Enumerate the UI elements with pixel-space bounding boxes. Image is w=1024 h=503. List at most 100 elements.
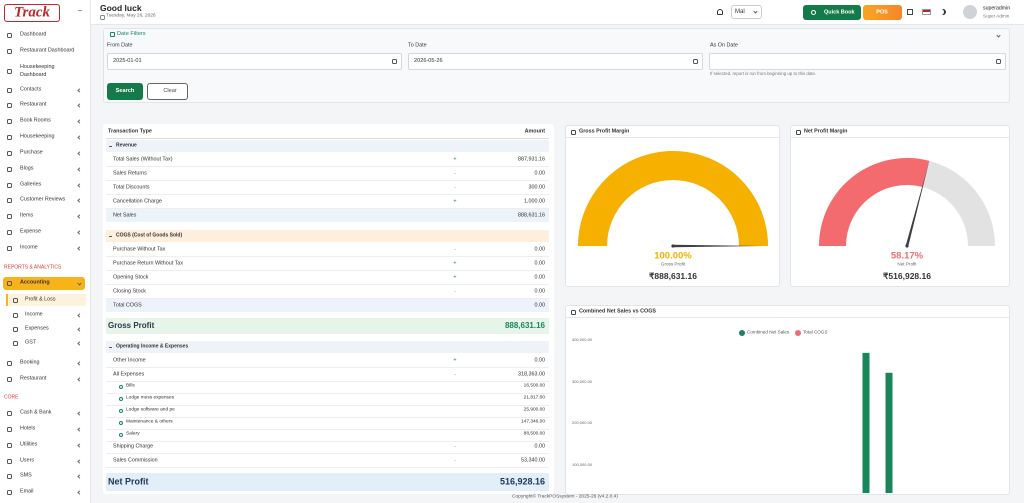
menu-item[interactable]: SMS xyxy=(20,472,32,479)
row-amount: 0.00 xyxy=(534,274,546,281)
submenu-item[interactable]: Profit & Loss xyxy=(25,296,56,303)
net-profit-label: Net Profit xyxy=(108,476,149,487)
row-amount: 53,340.00 xyxy=(521,457,545,464)
legend-label: Total COGS xyxy=(803,329,828,335)
legend-swatch xyxy=(739,330,745,336)
row-label: Total Sales (Without Tax) xyxy=(113,156,173,163)
menu-item[interactable]: Income xyxy=(20,244,38,251)
total-label: Net Sales xyxy=(113,212,137,219)
icon xyxy=(7,473,12,479)
date-value[interactable]: 2026-05-26 xyxy=(414,57,443,64)
gross-profit-label: Gross Profit xyxy=(108,321,155,330)
row-label: Closing Stock xyxy=(113,288,146,295)
menu-item[interactable]: Hotels xyxy=(20,425,36,432)
menu-item[interactable]: Expense xyxy=(20,228,41,235)
row-divider xyxy=(106,180,549,181)
divider xyxy=(106,138,549,139)
avatar[interactable] xyxy=(963,5,977,19)
menu-item[interactable]: Booking xyxy=(20,359,40,366)
menu-item[interactable]: Galleries xyxy=(20,181,42,188)
menu-item[interactable]: Users xyxy=(20,457,35,464)
clear-label[interactable]: Clear xyxy=(163,87,177,94)
gauge-title: Net Profit Margin xyxy=(804,128,848,135)
icon xyxy=(13,297,18,303)
icon xyxy=(119,397,123,401)
active-submenu-item xyxy=(6,294,86,306)
expense-item: Lodge software and pe xyxy=(126,407,175,413)
icon xyxy=(110,32,115,37)
menu-item[interactable]: Email xyxy=(20,488,34,495)
total-row xyxy=(106,209,549,222)
menu-item[interactable]: Cash & Bank xyxy=(20,409,52,416)
menu-item[interactable]: Accounting xyxy=(20,279,50,286)
collapse-icon xyxy=(109,235,112,237)
language-select[interactable] xyxy=(731,5,762,19)
row-sign: + xyxy=(453,357,457,364)
submenu-item[interactable]: GST xyxy=(25,339,37,346)
card-header xyxy=(565,305,1010,318)
menu-item[interactable]: Book Rooms xyxy=(20,117,51,124)
row-divider xyxy=(106,367,549,368)
row-label: Sales Commission xyxy=(113,457,158,464)
icon xyxy=(796,129,801,135)
submenu-item[interactable]: Expenses xyxy=(25,325,49,332)
date-input[interactable] xyxy=(709,53,1006,70)
quick-book-button[interactable] xyxy=(803,5,861,20)
icon xyxy=(13,312,18,318)
collapse-icon xyxy=(109,145,112,147)
row-label: Total Discounts xyxy=(113,184,150,191)
bar xyxy=(862,352,870,493)
language[interactable]: Mal xyxy=(735,9,745,15)
menu-item[interactable]: Utilities xyxy=(20,441,38,448)
menu-item[interactable]: Restaurant xyxy=(20,101,47,108)
search-label[interactable]: Search xyxy=(115,87,135,94)
menu-item[interactable]: Restaurant Dashboard xyxy=(20,47,75,54)
date-value[interactable]: 2025-01-01 xyxy=(113,57,142,64)
clear-button[interactable] xyxy=(147,83,188,100)
y-tick-label: 200,000.00 xyxy=(572,420,593,425)
search-button[interactable] xyxy=(107,83,143,100)
icon xyxy=(7,229,12,235)
gross-profit-amount: 888,631.16 xyxy=(504,321,545,330)
menu-item[interactable]: Contacts xyxy=(20,86,42,93)
row-sign: - xyxy=(454,246,456,253)
pos-label[interactable]: POS xyxy=(876,8,888,15)
menu-item[interactable]: Restaurant xyxy=(20,375,47,382)
total-amount: 888,631.16 xyxy=(518,212,545,219)
menu-heading: REPORTS & ANALYTICS xyxy=(4,264,62,271)
bell-icon[interactable] xyxy=(717,9,723,15)
menu-item[interactable]: Purchase xyxy=(20,149,43,156)
submenu-item[interactable]: Income xyxy=(25,311,43,318)
collapse-icon xyxy=(109,346,112,348)
menu-item[interactable]: Blogs xyxy=(20,165,34,172)
icon xyxy=(7,48,12,54)
column-header: Amount xyxy=(524,128,545,135)
date-input[interactable] xyxy=(408,53,703,70)
icon xyxy=(996,59,1001,64)
grid-icon[interactable] xyxy=(907,9,913,15)
logo: Track xyxy=(13,4,51,21)
row-label: Other Income xyxy=(113,357,146,364)
icon xyxy=(7,182,12,188)
flag-icon[interactable] xyxy=(922,9,931,15)
menu-item[interactable]: Housekeeping xyxy=(20,133,55,140)
row-amount: 147,346.00 xyxy=(520,419,545,425)
row-amount: 0.00 xyxy=(534,288,546,295)
menu-item[interactable]: Customer Reviews xyxy=(20,196,66,203)
pos-button[interactable] xyxy=(863,5,902,20)
expense-item: Bills xyxy=(126,383,135,389)
menu-item[interactable]: Items xyxy=(20,212,34,219)
row-sign: + xyxy=(453,260,457,267)
menu-item[interactable]: Dashboard xyxy=(20,31,47,38)
quick-book-label[interactable]: Quick Book xyxy=(824,8,855,15)
gauge-amount: ₹516,928.16 xyxy=(883,270,931,281)
icon xyxy=(7,280,12,286)
date-input[interactable] xyxy=(107,53,402,70)
y-tick-label: 400,000.00 xyxy=(572,337,593,342)
gauge-fill xyxy=(578,151,768,246)
row-divider xyxy=(106,381,549,382)
row-amount: 0.00 xyxy=(534,246,546,253)
menu-item[interactable]: Housekeeping Dashboard xyxy=(20,64,55,78)
